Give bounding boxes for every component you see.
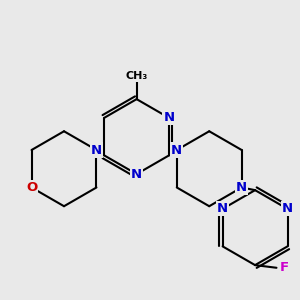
Text: N: N (131, 168, 142, 181)
Text: N: N (236, 181, 247, 194)
Text: F: F (280, 261, 289, 274)
Text: N: N (164, 111, 175, 124)
Text: N: N (217, 202, 228, 215)
Text: N: N (91, 143, 102, 157)
Text: N: N (171, 143, 182, 157)
Text: O: O (26, 181, 37, 194)
Text: N: N (282, 202, 293, 215)
Text: CH₃: CH₃ (125, 71, 148, 81)
